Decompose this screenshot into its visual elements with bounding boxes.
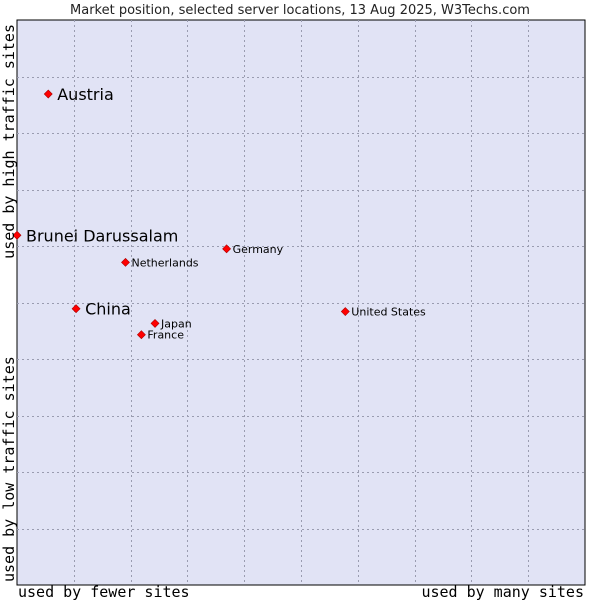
x-axis-label-high: used by many sites (421, 583, 584, 600)
data-points: Austria Brunei Darussalam China Germany Neth… (12, 85, 426, 342)
point-label: China (85, 300, 131, 319)
point-label: Austria (57, 85, 114, 104)
data-point-japan: Japan (150, 317, 192, 330)
point-label: Germany (233, 243, 284, 256)
grid-lines (17, 20, 585, 585)
data-point-united-states: United States (340, 306, 426, 319)
data-point-brunei-darussalam: Brunei Darussalam (12, 226, 178, 245)
point-marker (121, 257, 130, 267)
point-label: Brunei Darussalam (26, 226, 178, 245)
y-axis-label-high: used by high traffic sites (0, 24, 18, 259)
point-label: France (147, 329, 184, 342)
data-point-austria: Austria (43, 85, 114, 104)
point-marker (12, 230, 22, 240)
point-marker (150, 318, 160, 328)
x-axis-label-low: used by fewer sites (18, 583, 190, 600)
point-marker (71, 304, 81, 314)
point-marker (340, 307, 350, 316)
y-axis-label-low: used by low traffic sites (0, 356, 18, 582)
point-label: Netherlands (131, 256, 198, 269)
point-marker (136, 330, 146, 340)
data-point-netherlands: Netherlands (121, 256, 199, 269)
point-marker (222, 244, 232, 254)
point-marker (43, 89, 53, 99)
data-point-china: China (71, 300, 131, 319)
data-point-germany: Germany (222, 243, 284, 256)
chart-title: Market position, selected server locatio… (70, 3, 530, 18)
point-label: United States (351, 306, 426, 319)
data-point-france: France (136, 329, 184, 342)
point-label: Japan (160, 317, 192, 330)
